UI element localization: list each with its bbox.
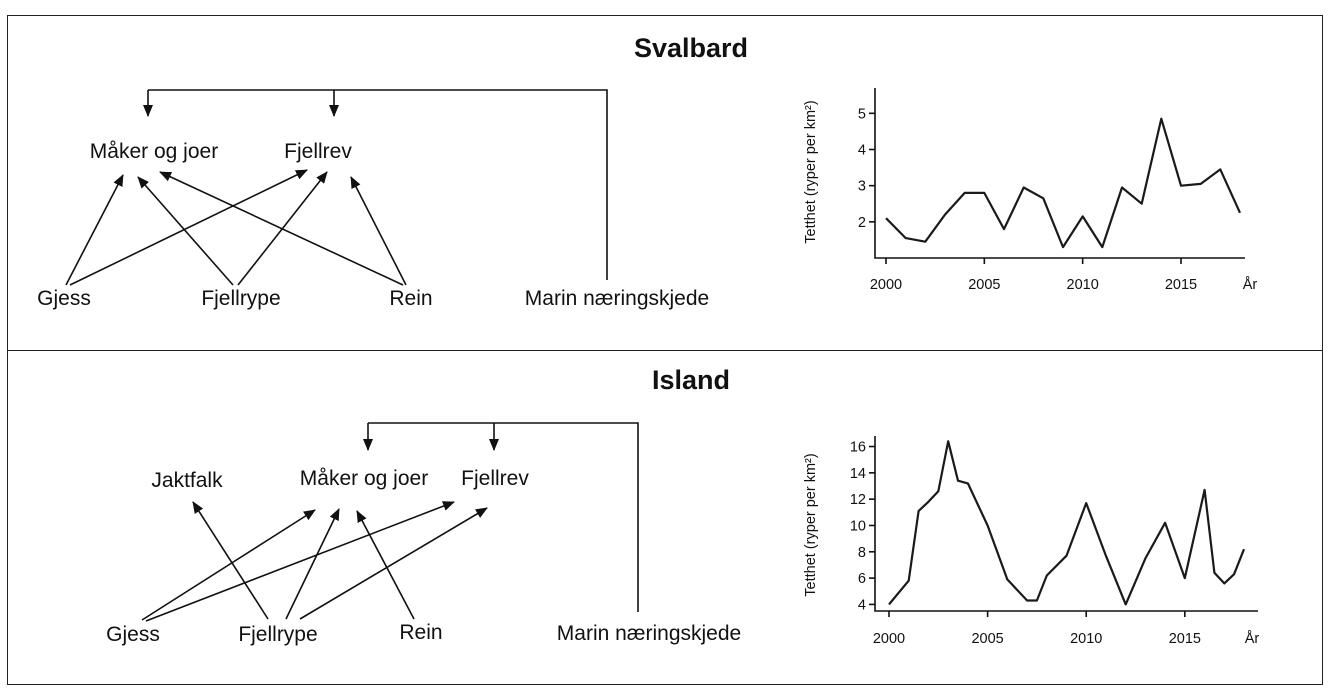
svalbard-node-maker: Måker og joer <box>90 140 218 163</box>
island-node-fjellrype: Fjellrype <box>238 623 317 646</box>
svalbard-y-tick-label: 4 <box>858 142 866 158</box>
island-arrow-fjellrype-fjellrev <box>299 507 488 620</box>
island-arrow-rein-maker <box>356 510 415 620</box>
island-x-tick-label: 2000 <box>873 631 905 647</box>
island-density-chart: Tetthet (ryper per km²) År 4 6 8 10 12 14 16 20… <box>803 436 1259 647</box>
island-arrow-gjess-maker <box>141 509 316 621</box>
svalbard-title: Svalbard <box>634 33 748 63</box>
svalbard-marine-bracket <box>148 89 608 280</box>
svalbard-node-rein: Rein <box>389 287 432 310</box>
svalbard-axes <box>874 88 1245 259</box>
island-food-web: Jaktfalk Måker og joer Fjellrev Gjess Fj… <box>106 422 741 646</box>
island-node-marin: Marin næringskjede <box>557 622 741 645</box>
island-title: Island <box>652 365 730 395</box>
svalbard-panel: Svalbard Måker og joer Fjellrev Gjess Fj… <box>37 33 1257 310</box>
svalbard-x-tick-label: 2010 <box>1067 277 1099 293</box>
island-x-tick-label: 2015 <box>1169 631 1201 647</box>
svalbard-x-tick-label: 2015 <box>1165 277 1197 293</box>
svalbard-x-axis-label: År <box>1243 276 1258 293</box>
svalbard-node-fjellrype: Fjellrype <box>201 287 280 310</box>
island-x-axis-label: År <box>1245 630 1260 647</box>
island-axes <box>874 436 1258 612</box>
island-y-tick-label: 16 <box>850 440 866 456</box>
svalbard-node-fjellrev: Fjellrev <box>284 140 352 163</box>
svalbard-food-web: Måker og joer Fjellrev Gjess Fjellrype R… <box>37 89 709 310</box>
svalbard-node-marin: Marin næringskjede <box>525 287 709 310</box>
island-node-rein: Rein <box>399 621 442 644</box>
svalbard-y-axis-label: Tetthet (ryper per km²) <box>803 100 819 243</box>
island-y-tick-label: 4 <box>858 597 866 613</box>
island-x-tick-label: 2010 <box>1070 631 1102 647</box>
island-x-tick-label: 2005 <box>971 631 1003 647</box>
svalbard-x-tick-label: 2005 <box>968 277 1000 293</box>
island-y-axis-label: Tetthet (ryper per km²) <box>803 453 819 596</box>
island-node-jaktfalk: Jaktfalk <box>151 469 223 492</box>
island-y-tick-label: 12 <box>850 492 866 508</box>
island-arrow-fjellrype-jaktfalk <box>192 501 269 620</box>
svalbard-x-tick-label: 2000 <box>870 277 902 293</box>
island-y-tick-label: 6 <box>858 571 866 587</box>
island-arrow-gjess-fjellrev <box>145 501 455 622</box>
svalbard-y-tick-label: 5 <box>858 106 866 122</box>
island-marine-bracket <box>368 422 639 612</box>
svalbard-y-tick-label: 3 <box>858 179 866 195</box>
svalbard-arrow-rein-maker <box>159 171 404 286</box>
svalbard-y-tick-label: 2 <box>858 215 866 231</box>
island-panel: Island Jaktfalk Måker og joer Fjellrev G… <box>106 365 1259 647</box>
island-node-gjess: Gjess <box>106 623 160 646</box>
svalbard-arrow-gjess-fjellrev <box>69 169 308 286</box>
island-node-fjellrev: Fjellrev <box>461 467 529 490</box>
island-y-tick-label: 8 <box>858 545 866 561</box>
island-arrow-fjellrype-maker <box>285 508 340 620</box>
island-y-tick-label: 10 <box>850 518 866 534</box>
island-y-tick-label: 14 <box>850 466 866 482</box>
island-density-line <box>888 440 1246 606</box>
svalbard-arrow-gjess-maker <box>65 174 124 286</box>
svalbard-arrow-fjellrype-maker <box>137 176 234 286</box>
svalbard-density-chart: Tetthet (ryper per km²) År 2 3 4 5 2000 2005 2… <box>803 88 1257 293</box>
island-node-maker: Måker og joer <box>300 467 428 490</box>
svalbard-node-gjess: Gjess <box>37 287 91 310</box>
svalbard-arrow-rein-fjellrev <box>350 176 407 286</box>
panel-divider <box>7 350 1323 351</box>
svalbard-density-line <box>885 117 1242 249</box>
